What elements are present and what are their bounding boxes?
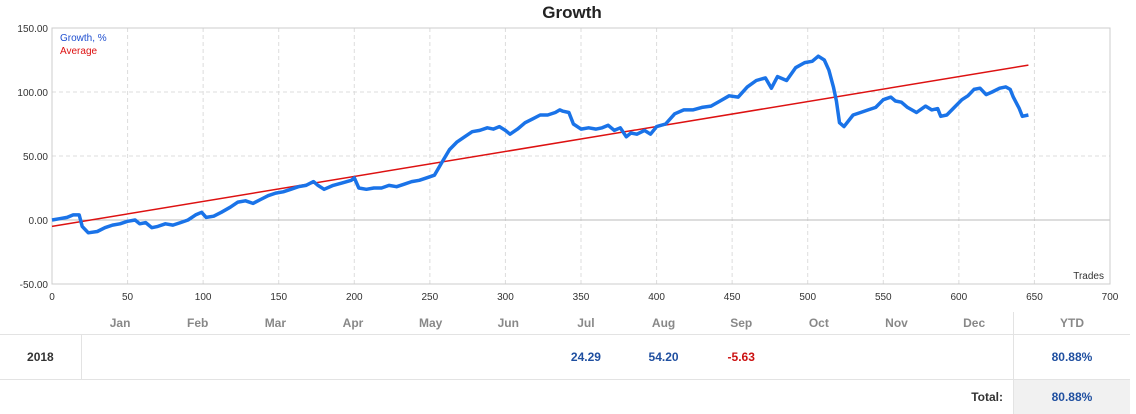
month-header: Aug — [651, 316, 676, 330]
x-tick-label: 200 — [346, 292, 363, 303]
month-value — [780, 334, 858, 380]
month-value: -5.63 — [702, 334, 781, 380]
x-tick-label: 350 — [573, 292, 590, 303]
x-tick-label: 550 — [875, 292, 892, 303]
x-tick-label: 0 — [49, 292, 55, 303]
y-tick-label: 50.00 — [23, 152, 48, 163]
month-value — [158, 334, 237, 380]
month-header: Feb — [187, 316, 209, 330]
month-value: 54.20 — [624, 334, 703, 380]
ytd-header: YTD — [1012, 312, 1130, 335]
x-tick-label: 150 — [270, 292, 287, 303]
y-tick-label: -50.00 — [20, 280, 49, 291]
average-line — [51, 64, 1029, 228]
total-value: 80.88% — [1012, 379, 1130, 414]
x-tick-label: 50 — [122, 292, 134, 303]
year-header-spacer — [0, 312, 81, 335]
chart-grid — [51, 27, 1111, 285]
legend-entry: Growth, % — [60, 33, 107, 44]
month-header: Jan — [109, 316, 131, 330]
x-tick-label: 250 — [422, 292, 439, 303]
x-tick-label: 300 — [497, 292, 514, 303]
month-header: Nov — [885, 316, 908, 330]
month-header: Jul — [577, 316, 595, 330]
month-value — [469, 334, 548, 380]
x-tick-label: 500 — [799, 292, 816, 303]
x-axis-label: Trades — [1073, 271, 1104, 282]
plot-area — [51, 27, 1111, 285]
x-tick-label: 650 — [1026, 292, 1043, 303]
month-header: Dec — [963, 316, 986, 330]
ytd-value: 80.88% — [1012, 334, 1130, 380]
month-value — [236, 334, 315, 380]
legend-entry: Average — [60, 46, 98, 57]
monthly-returns-table: Jan Feb Mar Apr May Jun Jul Aug Sep Oct Nov Dec YTD … — [0, 312, 1130, 414]
month-header: May — [418, 316, 443, 330]
growth-line — [51, 54, 1029, 235]
y-tick-label: 0.00 — [29, 216, 49, 227]
x-tick-label: 100 — [195, 292, 212, 303]
month-header: Mar — [264, 316, 287, 330]
month-value — [81, 334, 159, 380]
total-label: Total: — [971, 390, 1003, 404]
month-header: Apr — [342, 316, 364, 330]
chart-legend: Growth, % Average — [60, 33, 107, 57]
chart-title: Growth — [542, 3, 602, 22]
month-header: Jun — [497, 316, 519, 330]
x-tick-label: 400 — [648, 292, 665, 303]
month-header: Sep — [730, 316, 753, 330]
y-tick-label: 150.00 — [17, 24, 48, 35]
month-value — [857, 334, 936, 380]
month-header: Oct — [808, 316, 829, 330]
year-label: 2018 — [0, 334, 82, 380]
x-tick-label: 450 — [724, 292, 741, 303]
month-value — [314, 334, 392, 380]
month-value: 24.29 — [547, 334, 625, 380]
x-tick-label: 600 — [951, 292, 968, 303]
growth-chart: Growth 150.00 100.00 50.00 0.00 -50.00 0 50 10… — [17, 3, 1119, 303]
month-value — [391, 334, 470, 380]
x-tick-label: 700 — [1102, 292, 1119, 303]
y-tick-label: 100.00 — [17, 88, 48, 99]
month-value — [935, 334, 1014, 380]
